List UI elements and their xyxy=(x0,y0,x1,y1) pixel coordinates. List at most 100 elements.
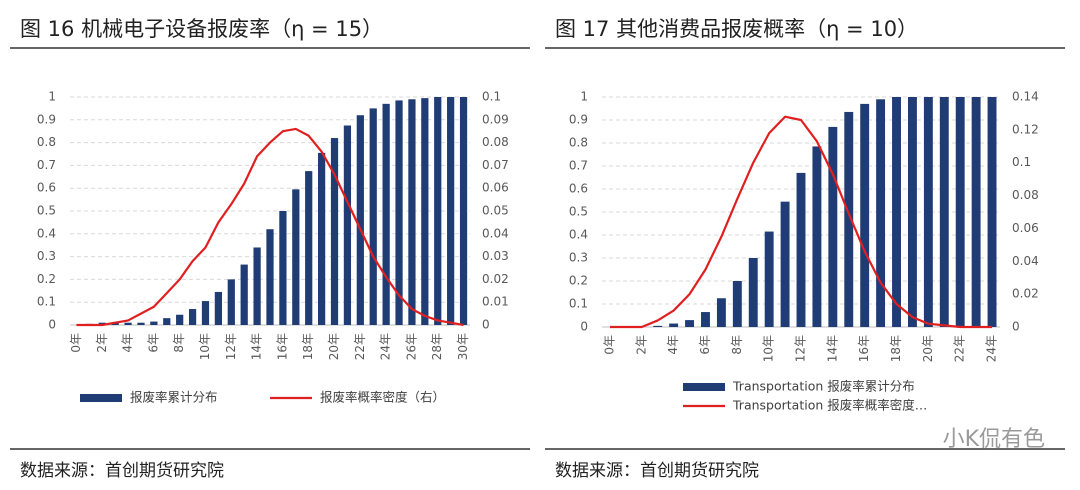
y2-tick-label: 0 xyxy=(482,318,490,332)
legend-label: 报废率累计分布 xyxy=(130,390,218,405)
bar xyxy=(828,126,838,328)
x-tick-label: 18年 xyxy=(889,335,903,362)
chart-title: 图 16 机械电子设备报废率（η = 15） xyxy=(20,17,383,41)
x-tick-label: 2年 xyxy=(634,335,648,355)
y-tick-label: 1 xyxy=(48,90,56,104)
x-tick-label: 22年 xyxy=(953,335,967,362)
bar xyxy=(111,322,119,325)
bar xyxy=(971,97,981,327)
bar xyxy=(459,97,468,325)
bar xyxy=(330,138,339,325)
bar xyxy=(796,172,806,327)
bar xyxy=(395,100,403,325)
y-tick-label: 0.2 xyxy=(37,272,56,286)
x-tick-label: 4年 xyxy=(121,333,135,353)
y2-tick-label: 0.14 xyxy=(1012,90,1039,104)
bar xyxy=(176,314,184,325)
y2-tick-label: 0.04 xyxy=(482,226,509,240)
y-tick-label: 0.8 xyxy=(569,136,588,150)
x-tick-label: 12年 xyxy=(794,335,808,362)
y2-tick-label: 0.04 xyxy=(1012,254,1039,268)
bar xyxy=(98,322,106,325)
y2-tick-label: 0.06 xyxy=(1012,221,1039,235)
x-tick-label: 2年 xyxy=(95,333,109,353)
bar xyxy=(382,103,390,325)
y-tick-label: 0.8 xyxy=(37,135,56,149)
y2-tick-label: 0.08 xyxy=(482,135,509,149)
x-tick-label: 16年 xyxy=(275,333,289,360)
chart-title: 图 17 其他消费品报废概率（η = 10） xyxy=(555,17,918,41)
bar xyxy=(369,108,377,326)
x-tick-label: 30年 xyxy=(456,333,470,360)
x-tick-label: 14年 xyxy=(250,333,264,360)
legend-swatch xyxy=(683,383,725,391)
bar xyxy=(701,312,710,327)
bar xyxy=(421,98,429,325)
bar xyxy=(408,99,416,325)
bar xyxy=(266,229,274,325)
y2-tick-label: 0.06 xyxy=(482,181,509,195)
bar xyxy=(876,99,886,327)
bar xyxy=(253,247,261,325)
x-tick-label: 20年 xyxy=(921,335,935,362)
watermark: 小K侃有色 xyxy=(943,427,1045,452)
x-tick-label: 8年 xyxy=(730,335,744,355)
y2-tick-label: 0 xyxy=(1012,320,1020,334)
bar xyxy=(214,291,222,325)
y-tick-label: 0.9 xyxy=(569,113,588,127)
x-tick-label: 0年 xyxy=(69,333,83,353)
bar xyxy=(812,146,822,327)
y-tick-label: 0.5 xyxy=(569,205,588,219)
x-tick-label: 24年 xyxy=(985,335,999,362)
y-tick-label: 0.7 xyxy=(569,159,588,173)
x-tick-label: 4年 xyxy=(666,335,680,355)
y2-tick-label: 0.12 xyxy=(1012,122,1039,136)
bar xyxy=(748,258,758,327)
legend-label: Transportation 报废率概率密度… xyxy=(732,398,927,413)
y2-tick-label: 0.05 xyxy=(482,204,509,218)
x-tick-label: 0年 xyxy=(602,335,616,355)
bar xyxy=(987,97,997,327)
bar xyxy=(764,231,774,327)
x-tick-label: 12年 xyxy=(224,333,238,360)
y-tick-label: 0.5 xyxy=(37,204,56,218)
x-tick-label: 16年 xyxy=(857,335,871,362)
x-tick-label: 10年 xyxy=(198,333,212,360)
legend-label: 报废率概率密度（右） xyxy=(320,390,445,405)
legend-swatch xyxy=(80,394,122,402)
y-tick-label: 0.7 xyxy=(37,158,56,172)
y-tick-label: 0.3 xyxy=(37,249,56,263)
y2-tick-label: 0.01 xyxy=(482,295,509,309)
bar xyxy=(201,301,210,325)
bar xyxy=(669,323,679,327)
bar xyxy=(240,264,248,325)
x-tick-label: 10年 xyxy=(762,335,776,362)
bar xyxy=(844,111,854,327)
source: 数据来源：首创期货研究院 xyxy=(20,461,224,481)
x-tick-label: 18年 xyxy=(301,333,315,360)
bar xyxy=(716,298,726,327)
bar xyxy=(434,97,442,325)
y-tick-label: 0.3 xyxy=(569,251,588,265)
x-tick-label: 24年 xyxy=(379,333,393,360)
bar xyxy=(279,211,287,325)
y-tick-label: 0.1 xyxy=(569,297,588,311)
bar xyxy=(939,97,949,327)
line xyxy=(609,115,993,329)
bar xyxy=(923,97,933,327)
x-tick-label: 6年 xyxy=(698,335,712,355)
y-tick-label: 0 xyxy=(48,318,56,332)
x-tick-label: 26年 xyxy=(404,333,418,360)
x-tick-label: 20年 xyxy=(327,333,341,360)
legend-label: Transportation 报废率累计分布 xyxy=(732,379,915,394)
bar xyxy=(343,125,352,325)
y2-tick-label: 0.02 xyxy=(1012,287,1039,301)
x-tick-label: 14年 xyxy=(825,335,839,362)
y2-tick-label: 0.1 xyxy=(1012,155,1031,169)
bar xyxy=(356,115,364,326)
bar xyxy=(907,97,917,327)
bar xyxy=(150,321,158,325)
y-tick-label: 0.2 xyxy=(569,274,588,288)
bar xyxy=(955,97,965,327)
